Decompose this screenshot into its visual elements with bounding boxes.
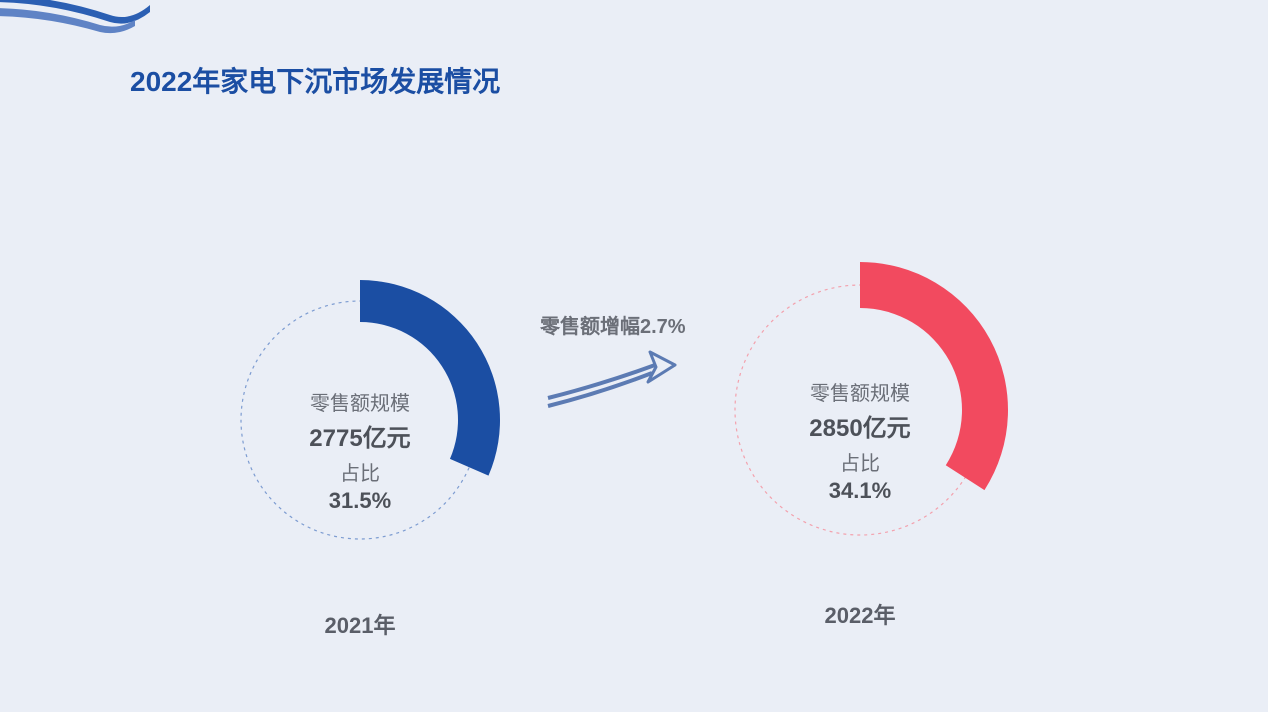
donut-2021-year: 2021年 <box>200 608 520 640</box>
donut-2021-svg <box>200 260 520 580</box>
donut-2022-year: 2022年 <box>700 598 1020 630</box>
donut-2022-arc <box>860 262 1008 490</box>
donut-2022-svg <box>700 250 1020 570</box>
donut-2021: 零售额规模 2775亿元 占比 31.5% 2021年 <box>200 260 520 640</box>
chart-area: 零售额规模 2775亿元 占比 31.5% 2021年 零售额增幅2.7% 零售… <box>0 180 1268 660</box>
arrow-shaft-lower <box>548 373 652 406</box>
growth-arrow <box>540 340 690 420</box>
donut-2022: 零售额规模 2850亿元 占比 34.1% 2022年 <box>700 250 1020 630</box>
page-title: 2022年家电下沉市场发展情况 <box>130 60 500 100</box>
growth-label: 零售额增幅2.7% <box>540 310 686 339</box>
donut-2021-arc <box>360 280 500 476</box>
corner-swoosh-decoration <box>0 0 170 50</box>
arrow-shaft <box>548 365 655 398</box>
